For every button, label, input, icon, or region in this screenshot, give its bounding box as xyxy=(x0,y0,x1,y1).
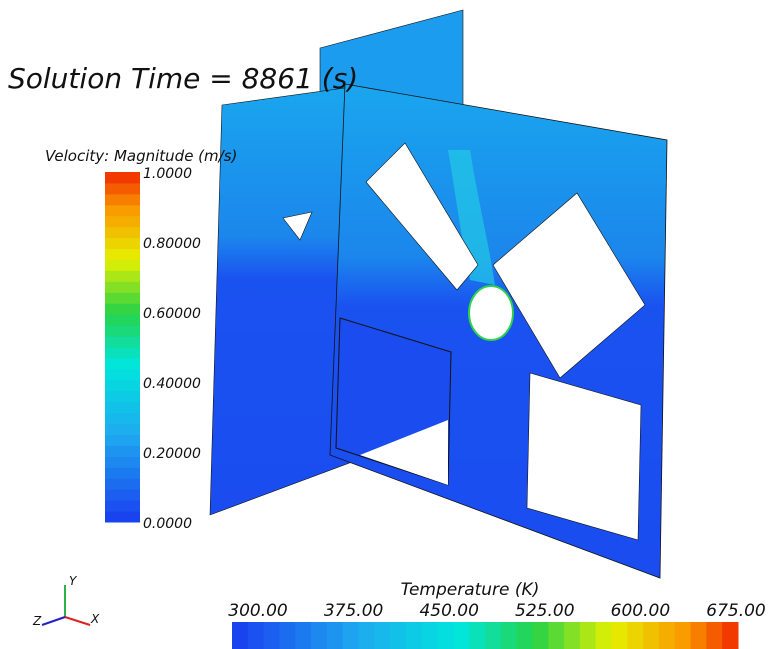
color-step xyxy=(105,413,140,424)
color-step xyxy=(105,216,140,227)
color-step xyxy=(105,194,140,205)
legend-label: 600.00 xyxy=(611,601,670,621)
legend-label: 0.0000 xyxy=(143,516,192,532)
color-step xyxy=(105,249,140,260)
color-step xyxy=(580,622,596,649)
color-step xyxy=(343,622,359,649)
color-step xyxy=(279,622,295,649)
color-step xyxy=(295,622,311,649)
legend-label: 525.00 xyxy=(515,601,574,621)
color-step xyxy=(469,622,485,649)
color-step xyxy=(406,622,422,649)
color-step xyxy=(643,622,659,649)
legend-label: 0.60000 xyxy=(143,306,201,322)
velocity-colorbar: 1.0000 0.80000 0.60000 0.40000 0.20000 0.0000 xyxy=(105,166,201,532)
color-step xyxy=(438,622,454,649)
legend-label: 675.00 xyxy=(706,601,765,621)
axes-triad: Y Z X xyxy=(32,574,100,628)
color-step xyxy=(359,622,375,649)
color-step xyxy=(105,424,140,435)
color-step xyxy=(517,622,533,649)
color-step xyxy=(248,622,264,649)
geometry xyxy=(210,10,667,578)
color-step xyxy=(105,292,140,303)
color-step xyxy=(374,622,390,649)
color-step xyxy=(532,622,548,649)
solution-time: Solution Time = 8861 (s) xyxy=(8,62,358,95)
color-step xyxy=(548,622,564,649)
legend-label: 0.20000 xyxy=(143,446,201,462)
color-step xyxy=(232,622,248,649)
axis-z xyxy=(42,617,65,625)
color-step xyxy=(612,622,628,649)
axis-label: Y xyxy=(69,574,78,588)
legend-label: 375.00 xyxy=(324,601,383,621)
legend-label: 0.80000 xyxy=(143,236,201,252)
color-step xyxy=(390,622,406,649)
color-step xyxy=(453,622,469,649)
color-step xyxy=(105,402,140,413)
color-step xyxy=(659,622,675,649)
color-step xyxy=(105,380,140,391)
color-step xyxy=(105,467,140,478)
color-step xyxy=(422,622,438,649)
color-step xyxy=(105,260,140,271)
color-step xyxy=(105,358,140,369)
color-step xyxy=(105,325,140,336)
color-step xyxy=(105,172,140,183)
legend-label: 1.0000 xyxy=(143,166,192,182)
color-step xyxy=(105,511,140,522)
color-step xyxy=(105,391,140,402)
color-step xyxy=(105,369,140,380)
hole xyxy=(469,286,513,340)
axis-label: X xyxy=(90,612,100,626)
legend-label: 450.00 xyxy=(419,601,478,621)
color-step xyxy=(105,314,140,325)
color-step xyxy=(596,622,612,649)
axis-x xyxy=(65,617,90,625)
color-step xyxy=(105,435,140,446)
color-step xyxy=(722,622,738,649)
color-step xyxy=(105,489,140,500)
color-step xyxy=(501,622,517,649)
temperature-colorbar: 300.00 375.00 450.00 525.00 600.00 675.00 xyxy=(228,601,765,649)
axis-label: Z xyxy=(32,614,42,628)
color-step xyxy=(627,622,643,649)
color-step xyxy=(105,281,140,292)
color-step xyxy=(105,227,140,238)
color-step xyxy=(105,336,140,347)
color-step xyxy=(485,622,501,649)
color-step xyxy=(105,238,140,249)
legend-label: 0.40000 xyxy=(143,376,201,392)
color-step xyxy=(264,622,280,649)
color-step xyxy=(105,205,140,216)
color-step xyxy=(105,456,140,467)
color-step xyxy=(105,303,140,314)
color-step xyxy=(105,445,140,456)
color-step xyxy=(327,622,343,649)
legend-title: Temperature (K) xyxy=(401,580,540,600)
viewport: Solution Time = 8861 (s) Velocity: Magni… xyxy=(0,0,771,649)
color-step xyxy=(105,183,140,194)
color-step xyxy=(675,622,691,649)
color-step xyxy=(706,622,722,649)
legend-title: Velocity: Magnitude (m/s) xyxy=(45,147,237,165)
color-step xyxy=(564,622,580,649)
color-step xyxy=(311,622,327,649)
color-step xyxy=(691,622,707,649)
legend-label: 300.00 xyxy=(228,601,287,621)
color-step xyxy=(105,270,140,281)
color-step xyxy=(105,478,140,489)
color-step xyxy=(105,500,140,511)
color-step xyxy=(105,347,140,358)
